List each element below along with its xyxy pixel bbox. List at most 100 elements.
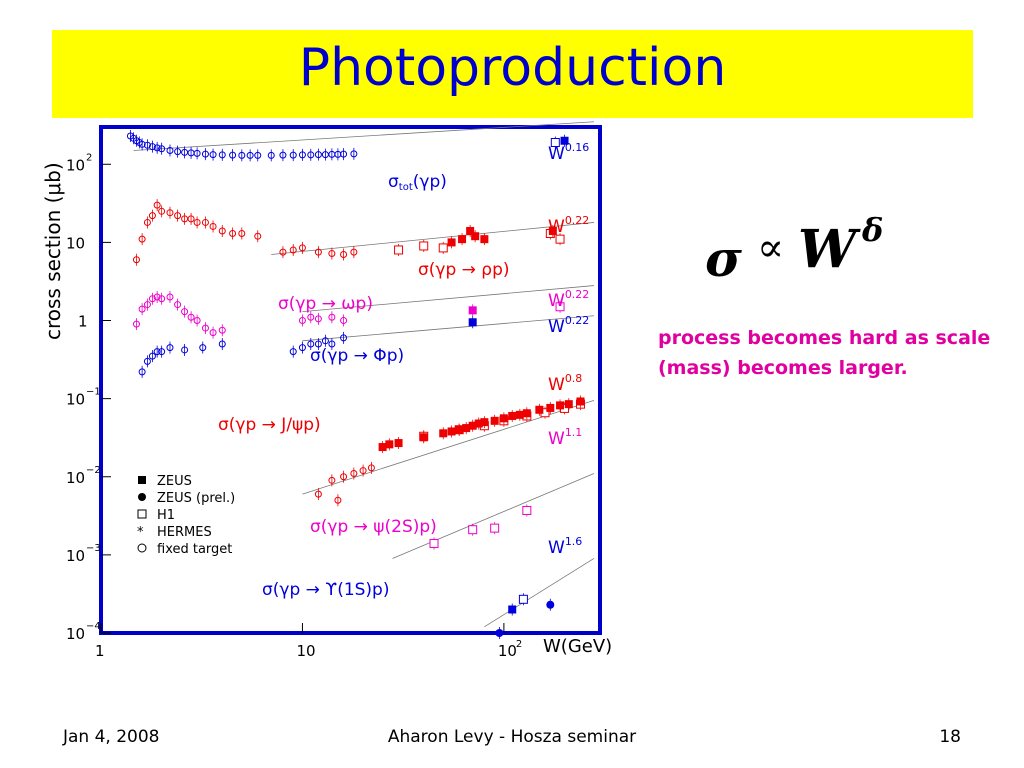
fixed-target-marker — [138, 305, 146, 313]
h1-marker — [518, 594, 528, 604]
zeus-marker — [480, 235, 489, 244]
h1-marker — [429, 538, 439, 548]
zeus-marker — [394, 439, 403, 448]
fixed-target-marker — [229, 229, 237, 237]
x-axis-label: W(GeV) — [543, 636, 612, 657]
zeus-marker — [508, 411, 517, 420]
fixed-target-marker — [148, 212, 156, 220]
fit-line — [392, 473, 595, 559]
fixed-target-marker — [148, 352, 156, 360]
y-tick-label: 1 — [78, 313, 88, 331]
fixed-target-marker — [238, 229, 246, 237]
zeus-marker — [462, 424, 471, 433]
legend-label: fixed target — [157, 542, 232, 557]
fixed-target-marker — [340, 150, 348, 158]
fixed-target-marker — [174, 148, 182, 156]
footer-page-number: 18 — [939, 727, 961, 747]
legend-label: HERMES — [157, 525, 212, 540]
fixed-target-marker — [209, 151, 217, 159]
zeus-marker — [378, 443, 387, 452]
fixed-target-marker — [340, 473, 348, 481]
fixed-target-marker — [143, 141, 151, 149]
fixed-target-marker — [138, 235, 146, 243]
fit-line — [133, 121, 594, 151]
fixed-target-marker — [143, 218, 151, 226]
series-label: σ(γp → Φp) — [310, 346, 404, 366]
zeus-marker — [522, 409, 531, 418]
slide-title: Photoproduction — [298, 38, 727, 98]
series-label: σ(γp → J/ψp) — [218, 415, 321, 435]
fixed-target-marker — [340, 334, 348, 342]
zeus-marker — [439, 429, 448, 438]
fixed-target-marker — [166, 209, 174, 217]
fixed-target-marker — [181, 148, 189, 156]
fixed-target-marker — [289, 151, 297, 159]
fixed-target-marker — [201, 150, 209, 158]
fixed-target-marker — [193, 317, 201, 325]
fit-line — [271, 222, 595, 255]
zeus-marker — [471, 232, 480, 241]
fixed-target-marker — [201, 218, 209, 226]
zeus-prel-marker — [546, 600, 555, 609]
legend-marker-zeus-prel — [138, 493, 146, 501]
legend-marker-hermes: * — [137, 525, 144, 540]
y-tick-sup: −3 — [86, 543, 101, 554]
fixed-target-marker — [193, 149, 201, 157]
zeus-marker — [455, 425, 464, 434]
fit-line — [302, 315, 594, 342]
fixed-target-marker — [314, 490, 322, 498]
h1-marker — [555, 234, 565, 244]
fixed-target-marker — [314, 315, 322, 323]
fit-label: W1.1 — [548, 426, 582, 449]
fixed-target-marker — [209, 329, 217, 337]
legend-marker-fixed-target — [137, 543, 147, 553]
fixed-target-marker — [153, 348, 161, 356]
zeus-marker — [468, 306, 477, 315]
zeus-marker — [508, 605, 517, 614]
fixed-target-marker — [174, 212, 182, 220]
fixed-target-marker — [328, 340, 336, 348]
zeus-marker — [556, 401, 565, 410]
fixed-target-marker — [132, 320, 140, 328]
fixed-target-marker — [166, 344, 174, 352]
fixed-target-marker — [229, 151, 237, 159]
fit-label: W0.8 — [548, 372, 582, 395]
fixed-target-marker — [153, 293, 161, 301]
legend-label: ZEUS (prel.) — [157, 491, 235, 506]
fixed-target-marker — [307, 340, 315, 348]
zeus-marker — [515, 410, 524, 419]
fixed-target-marker — [279, 248, 287, 256]
fixed-target-marker — [314, 248, 322, 256]
legend-marker-h1 — [137, 509, 147, 519]
zeus-marker — [468, 318, 477, 327]
legend-label: ZEUS — [157, 474, 192, 489]
fixed-target-marker — [174, 301, 182, 309]
y-tick-sup: −4 — [86, 621, 101, 632]
y-tick-label: 10 — [66, 625, 85, 643]
fixed-target-marker — [350, 248, 358, 256]
fixed-target-marker — [328, 476, 336, 484]
fixed-target-marker — [166, 147, 174, 155]
y-tick-label: 10 — [66, 391, 85, 409]
note-text: process becomes hard as scale (mass) bec… — [658, 327, 991, 379]
fixed-target-marker — [193, 218, 201, 226]
fixed-target-marker — [181, 308, 189, 316]
fixed-target-marker — [307, 313, 315, 321]
fixed-target-marker — [340, 317, 348, 325]
y-tick-label: 10 — [66, 469, 85, 487]
h1-marker — [468, 525, 478, 535]
fixed-target-marker — [350, 150, 358, 158]
x-tick-label: 10 — [296, 642, 315, 660]
y-axis-label: cross section (μb) — [41, 162, 65, 340]
fixed-target-marker — [143, 301, 151, 309]
h1-marker — [550, 137, 560, 147]
plot-frame — [99, 125, 602, 635]
fixed-target-marker — [246, 151, 254, 159]
fixed-target-marker — [158, 207, 166, 215]
fixed-target-marker — [132, 256, 140, 264]
zeus-marker — [560, 136, 569, 145]
fixed-target-marker — [148, 143, 156, 151]
y-tick-sup: 2 — [86, 152, 92, 163]
h1-marker — [555, 302, 565, 312]
footer-date: Jan 4, 2008 — [63, 727, 160, 747]
